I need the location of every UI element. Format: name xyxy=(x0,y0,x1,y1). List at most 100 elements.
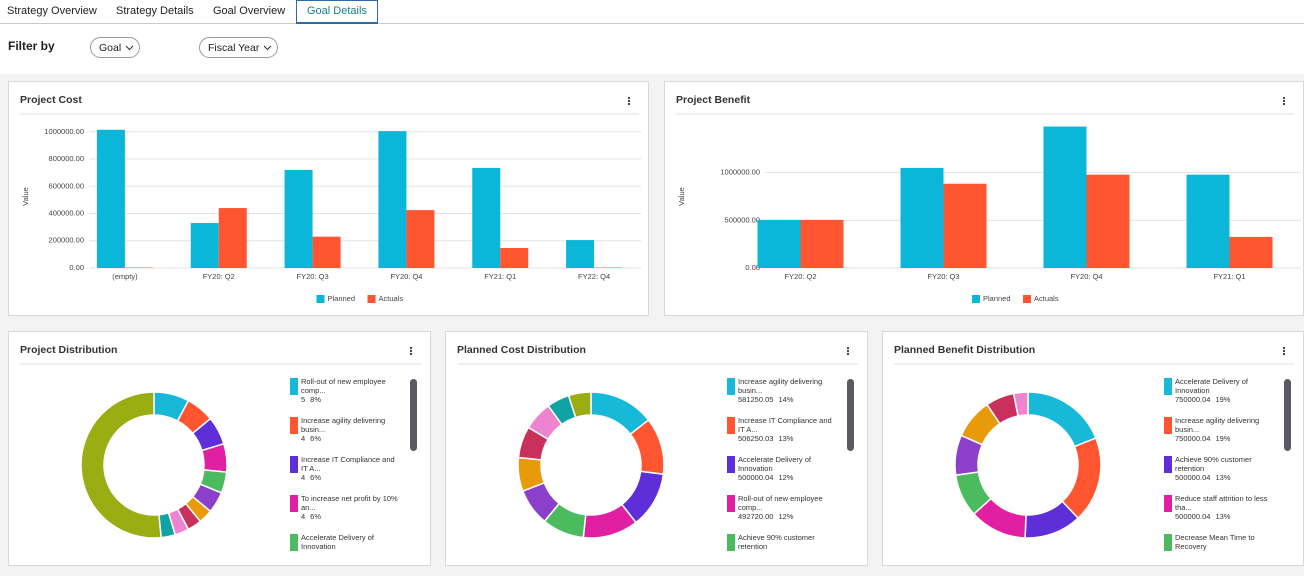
filter-dropdown[interactable]: Goal xyxy=(90,37,141,58)
x-tick-label: FY21: Q1 xyxy=(1213,272,1245,281)
tab[interactable]: Strategy Details xyxy=(116,5,194,17)
legend-swatch xyxy=(316,295,325,303)
chart: 0.00 500000.00 1000000.00 Value FY20: Q2 FY20… xyxy=(676,96,1301,303)
menu-dot xyxy=(409,349,413,353)
bar xyxy=(800,219,844,268)
y-axis-label: Value xyxy=(677,187,686,206)
chart-card: Project Distribution Roll-out of new empl… xyxy=(8,331,431,566)
bar xyxy=(406,210,435,268)
legend-item: Accelerate Delivery of Innovation 500000.… xyxy=(727,455,842,488)
legend-swatch xyxy=(290,534,298,551)
chart-title: Project Cost xyxy=(20,94,82,106)
x-tick-label: FY20: Q3 xyxy=(297,272,329,281)
legend-value: 500000.04 xyxy=(1175,473,1211,482)
legend-text: Increase agility delivering busin... 4 6% xyxy=(301,416,403,449)
scrollbar xyxy=(410,379,417,451)
legend-text: Increase agility delivering busin... 7500… xyxy=(1175,416,1277,449)
chart-title: Planned Benefit Distribution xyxy=(894,344,1036,356)
legend-text: To increase net profit by 10% an... 4 6% xyxy=(301,494,403,527)
scrollbar xyxy=(847,379,854,451)
legend-values: 3 5% xyxy=(301,551,403,553)
tab[interactable]: Strategy Overview xyxy=(7,5,97,17)
chart xyxy=(457,346,858,539)
doughnut-segment xyxy=(1061,437,1102,520)
legend: Roll-out of new employee comp... 5 8% Incre… xyxy=(290,377,405,553)
bar xyxy=(757,219,801,268)
legend-percent: 19% xyxy=(1215,395,1231,404)
legend-text: Achieve 90% customer retention 500000.04 1… xyxy=(1175,455,1277,488)
legend-label: Achieve 90% customer retention xyxy=(738,533,815,551)
doughnut-segment xyxy=(1027,391,1097,448)
doughnut-segment xyxy=(567,391,592,419)
legend-percent: 6% xyxy=(310,512,322,521)
legend-item: Decrease Mean Time to Recovery375000.04 9… xyxy=(1164,533,1279,553)
dropdown-label: Goal xyxy=(99,42,122,54)
legend-item: Increase agility delivering busin... 5812… xyxy=(727,377,842,410)
legend-swatch xyxy=(290,378,298,395)
legend-swatch xyxy=(727,495,735,512)
menu-dot xyxy=(627,99,631,103)
legend-swatch xyxy=(1023,295,1031,303)
legend-text: Reduce staff attrition to less tha... 500… xyxy=(1175,494,1277,527)
chart xyxy=(20,346,421,539)
bar xyxy=(378,131,407,268)
bar xyxy=(1186,174,1230,268)
legend-label: Actuals xyxy=(379,294,404,303)
legend-text: Accelerate Delivery of Innovation3 5% xyxy=(301,533,403,553)
legend-text: Increase IT Compliance and IT A... 506250… xyxy=(738,416,840,449)
menu-dot xyxy=(846,352,850,356)
legend-percent: 13% xyxy=(1215,512,1231,521)
legend-percent: 6% xyxy=(310,434,322,443)
legend-value: 4 xyxy=(301,473,306,482)
legend-item: Reduce staff attrition to less tha... 500… xyxy=(1164,494,1279,527)
filter-dropdown[interactable]: Fiscal Year xyxy=(199,37,279,58)
legend-label: Achieve 90% customer retention xyxy=(1175,455,1252,473)
menu-dot xyxy=(846,349,850,353)
tab[interactable]: Goal Details xyxy=(296,0,378,24)
legend-text: Increase IT Compliance and IT A... 4 6% xyxy=(301,455,403,488)
legend-value: 375000.04 xyxy=(1175,551,1210,553)
legend-value: 750000.04 xyxy=(1175,434,1211,443)
legend-swatch xyxy=(1164,456,1172,473)
legend-values: 4 6% xyxy=(301,512,403,521)
legend-value: 581250.05 xyxy=(738,395,774,404)
chart-card: Planned Cost Distribution Increase agilit… xyxy=(445,331,868,566)
legend-percent: 5% xyxy=(310,551,321,553)
legend-label: Roll-out of new employee comp... xyxy=(301,377,386,395)
legend-swatch xyxy=(1164,417,1172,434)
chart-card: 0.00 500000.00 1000000.00 Value FY20: Q2 FY20… xyxy=(664,81,1304,316)
legend-percent: 13% xyxy=(1215,473,1231,482)
legend-percent: 9% xyxy=(1215,551,1226,553)
tab[interactable]: Goal Overview xyxy=(213,5,286,17)
legend-item: Roll-out of new employee comp... 492720.0… xyxy=(727,494,842,527)
legend-values: 500000.04 13% xyxy=(1175,512,1277,521)
doughnut-segment xyxy=(80,391,162,539)
legend-value: 506250.03 xyxy=(738,434,774,443)
bar xyxy=(218,208,247,268)
bar xyxy=(312,236,341,268)
x-tick-label: (empty) xyxy=(112,272,138,281)
legend-values: 375000.04 9% xyxy=(738,551,840,553)
legend-value: 3 xyxy=(301,551,305,553)
dropdown-label: Fiscal Year xyxy=(208,42,260,54)
legend-item: Achieve 90% customer retention375000.04 9… xyxy=(727,533,842,553)
x-tick-label: FY20: Q3 xyxy=(927,272,959,281)
legend-text: Roll-out of new employee comp... 492720.0… xyxy=(738,494,840,527)
legend-values: 5 8% xyxy=(301,395,403,404)
legend-values: 500000.04 12% xyxy=(738,473,840,482)
legend-swatch xyxy=(727,534,735,551)
legend-label: Accelerate Delivery of Innovation xyxy=(738,455,811,473)
y-tick-label: 1000000.00 xyxy=(44,127,84,136)
legend-percent: 19% xyxy=(1215,434,1231,443)
legend-label: Reduce staff attrition to less tha... xyxy=(1175,494,1268,512)
legend-item: Achieve 90% customer retention 500000.04 1… xyxy=(1164,455,1279,488)
legend-label: Increase agility delivering busin... xyxy=(301,416,386,434)
legend-value: 500000.04 xyxy=(1175,512,1211,521)
menu-dot xyxy=(627,102,631,106)
y-tick-label: 1000000.00 xyxy=(720,168,760,177)
y-axis-label: Value xyxy=(21,187,30,206)
y-tick-label: 200000.00 xyxy=(49,236,84,245)
legend-value: 5 xyxy=(301,395,306,404)
legend-value: 750000.04 xyxy=(1175,395,1211,404)
legend-label: Roll-out of new employee comp... xyxy=(738,494,823,512)
